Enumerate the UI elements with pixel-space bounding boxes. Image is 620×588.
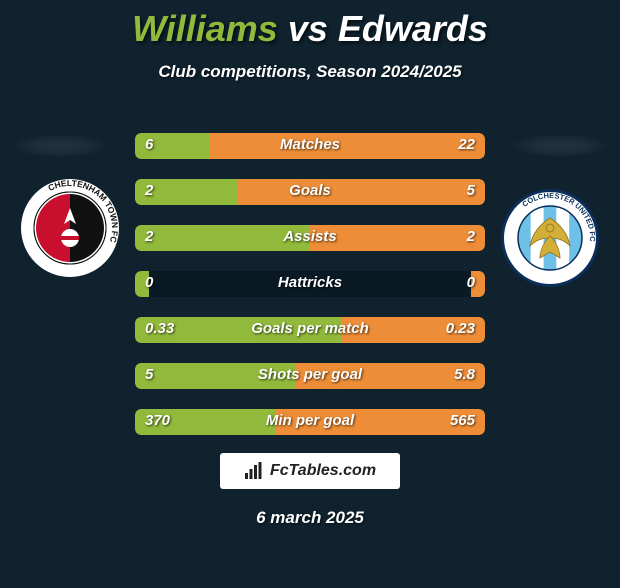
badge-shadow-left <box>10 134 110 158</box>
bar-left <box>135 317 342 343</box>
player1-name: Williams <box>132 8 278 49</box>
bar-right <box>209 133 486 159</box>
stat-row: 00Hattricks <box>135 271 485 297</box>
comparison-chart: 622Matches 25Goals 22Assists 00Hattricks 0.3… <box>135 133 485 455</box>
bar-left <box>135 363 296 389</box>
stat-row: 370565Min per goal <box>135 409 485 435</box>
team-badge-left: CHELTENHAM TOWN FC <box>20 178 120 278</box>
bar-left <box>135 179 237 205</box>
bar-right <box>296 363 485 389</box>
bar-right <box>237 179 486 205</box>
vs-text: vs <box>288 8 328 49</box>
player2-name: Edwards <box>338 8 488 49</box>
stat-row: 25Goals <box>135 179 485 205</box>
footer-date: 6 march 2025 <box>0 508 620 528</box>
bar-right <box>275 409 485 435</box>
bar-left <box>135 271 149 297</box>
stat-row: 22Assists <box>135 225 485 251</box>
bar-left <box>135 225 310 251</box>
bar-left <box>135 133 209 159</box>
bar-left <box>135 409 275 435</box>
bar-right <box>471 271 485 297</box>
bar-right <box>342 317 486 343</box>
stat-row: 55.8Shots per goal <box>135 363 485 389</box>
stat-row: 622Matches <box>135 133 485 159</box>
row-label: Hattricks <box>135 274 485 291</box>
team-badge-right: COLCHESTER UNITED FC <box>500 188 600 288</box>
subtitle: Club competitions, Season 2024/2025 <box>0 62 620 82</box>
site-logo: FcTables.com <box>220 453 400 489</box>
bar-right <box>310 225 485 251</box>
site-name: FcTables.com <box>270 462 376 480</box>
stat-row: 0.330.23Goals per match <box>135 317 485 343</box>
page-title: Williams vs Edwards <box>0 8 620 50</box>
badge-shadow-right <box>510 134 610 158</box>
bars-icon <box>244 462 264 480</box>
